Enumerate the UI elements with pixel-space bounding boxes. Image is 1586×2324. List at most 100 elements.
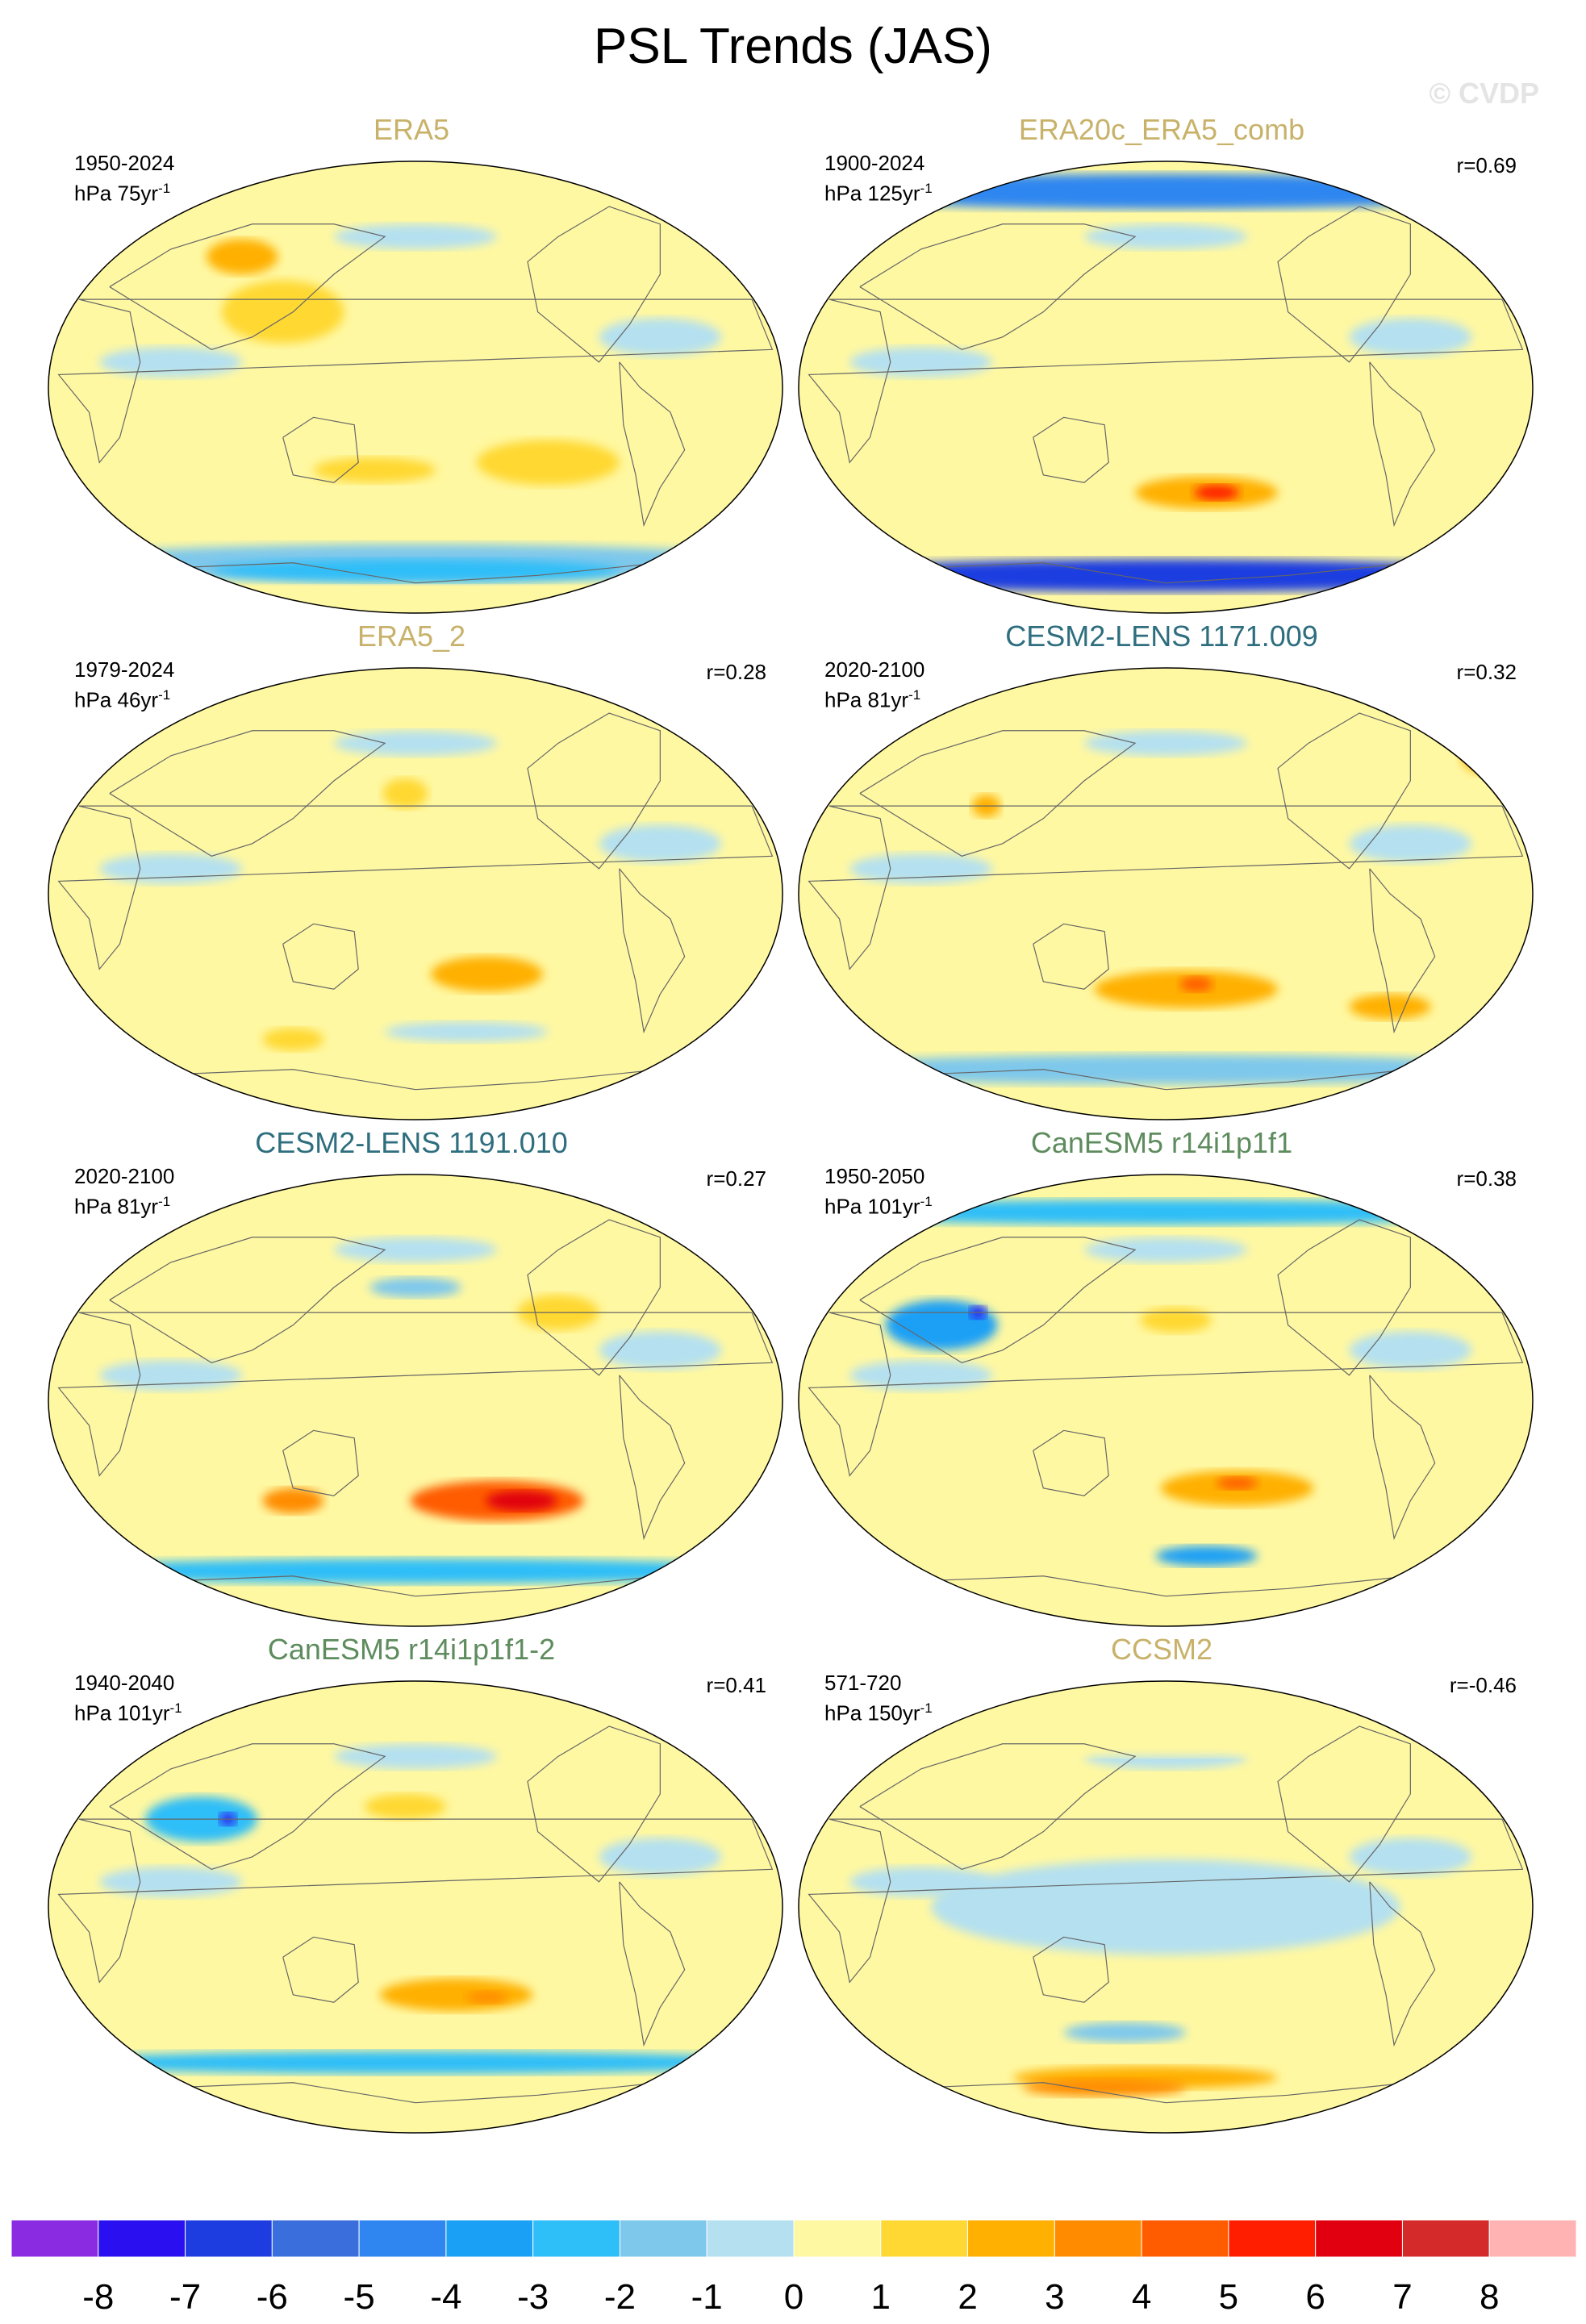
coastline [109,1743,386,1870]
colorbar-box [1401,2220,1490,2258]
panel-title: CESM2-LENS 1191.010 [255,1126,568,1159]
coastline [808,298,1524,464]
panel-correlation: r=0.69 [1456,153,1517,177]
colorbar: -8 -7 -6 -5 -4 -3 -2 -1 0 1 2 3 4 5 6 7 8 [11,2220,1576,2317]
coastline [619,361,686,528]
colorbar-box [445,2220,534,2258]
coastline [527,1219,661,1376]
colorbar-tick-label: 8 [1480,2277,1499,2317]
coastline [619,1375,686,1541]
positive-anomaly [1140,1307,1212,1333]
coastline [1277,1725,1411,1883]
coastline [1277,712,1411,870]
negative-anomaly [799,1200,1533,1225]
panel-correlation: r=0.28 [706,660,766,684]
colorbar-tick-label: 5 [1219,2277,1238,2317]
page-title: PSL Trends (JAS) [594,19,992,74]
panel-period: 1950-2050 [824,1164,925,1188]
colorbar-tick-label: 4 [1132,2277,1151,2317]
panel-title: CCSM2 [1110,1633,1213,1666]
coastline [1277,1219,1411,1376]
colorbar-box [11,2220,99,2258]
colorbar-box [1315,2220,1403,2258]
map-svg [48,1174,783,1627]
panel-correlation: r=0.41 [706,1673,766,1697]
negative-anomaly [799,559,1533,592]
map-panel: CESM2-LENS 1191.010 2020-2100 hPa 81yr-1 r=… [24,1126,799,1627]
colorbar-tick-label: -7 [169,2277,201,2317]
colorbar-box [271,2220,360,2258]
positive-anomaly [486,1491,557,1511]
positive-anomaly [1461,736,1523,775]
negative-anomaly [369,1277,461,1298]
map-panel: CCSM2 571-720 hPa 150yr-1 r=-0.46 [774,1633,1549,2134]
panel-period: 1950-2024 [74,151,175,175]
colorbar-tick-label: -1 [691,2277,723,2317]
weak-anomaly [1349,824,1472,863]
panel-title: ERA20c_ERA5_comb [1018,113,1305,146]
panel-period: 2020-2100 [74,1164,175,1188]
map-panel: ERA20c_ERA5_comb 1900-2024 hPa 125yr-1 r=0.… [774,113,1549,614]
map-svg [798,667,1534,1120]
weak-anomaly [1083,730,1248,756]
positive-anomaly [430,956,543,992]
coastline [527,206,661,363]
colorbar-box [706,2220,795,2258]
colorbar-box [1228,2220,1317,2258]
panel-units: hPa 101yr-1 [74,1700,182,1725]
colorbar-tick-label: -3 [517,2277,549,2317]
colorbar-tick-label: 2 [958,2277,977,2317]
colorbar-tick-label: -6 [257,2277,288,2317]
map-border [48,1680,783,2134]
coastline [282,416,359,483]
coastline [527,712,661,870]
panel-period: 1979-2024 [74,657,175,682]
weak-anomaly [333,223,498,249]
map-panel: CESM2-LENS 1171.009 2020-2100 hPa 81yr-1 r=… [774,620,1549,1120]
weak-anomaly [599,318,722,357]
coastline [1369,361,1436,528]
colorbar-tick-label: -8 [82,2277,114,2317]
positive-anomaly [1053,327,1156,357]
coastline [1033,1429,1109,1496]
panel-correlation: r=0.27 [706,1166,766,1191]
coastline [1033,416,1109,483]
positive-anomaly [799,1731,1533,1757]
panel-units: hPa 81yr-1 [74,1194,171,1219]
positive-anomaly [206,239,278,274]
panel-period: 2020-2100 [824,657,925,682]
negative-anomaly [211,559,620,582]
panel-units: hPa 81yr-1 [824,687,921,712]
weak-anomaly [599,824,722,863]
colorbar-box [1141,2220,1229,2258]
panel-units: hPa 46yr-1 [74,687,171,712]
colorbar-box [880,2220,969,2258]
negative-anomaly [799,1054,1533,1085]
colorbar-tick-label: 3 [1045,2277,1064,2317]
negative-anomaly [48,1558,783,1584]
negative-anomaly [931,1859,1400,1955]
panel-title: CanESM5 r14i1p1f1 [1030,1126,1293,1159]
coastline [1369,1375,1436,1541]
map-border [48,1174,783,1627]
map-border [48,667,783,1120]
colorbar-tick-label: 7 [1392,2277,1412,2317]
panel-title: CESM2-LENS 1171.009 [1005,620,1318,653]
positive-anomaly [1179,976,1213,992]
colorbar-box [793,2220,882,2258]
positive-anomaly [221,280,344,344]
coastline [282,923,359,990]
coastline [109,223,386,350]
map-border [48,161,783,614]
map-panel: CanESM5 r14i1p1f1-2 1940-2040 hPa 101yr-1 r… [24,1633,799,2134]
coastline [619,868,686,1034]
panel-units: hPa 101yr-1 [824,1194,933,1219]
panel-period: 1900-2024 [824,151,925,175]
weak-anomaly [599,1838,722,1876]
panel-title: ERA5_2 [357,620,466,653]
panel-title: ERA5 [373,113,450,146]
map-border [798,1680,1534,2134]
weak-anomaly [1083,223,1248,249]
panel-units: hPa 75yr-1 [74,181,171,206]
map-svg [48,1680,783,2134]
